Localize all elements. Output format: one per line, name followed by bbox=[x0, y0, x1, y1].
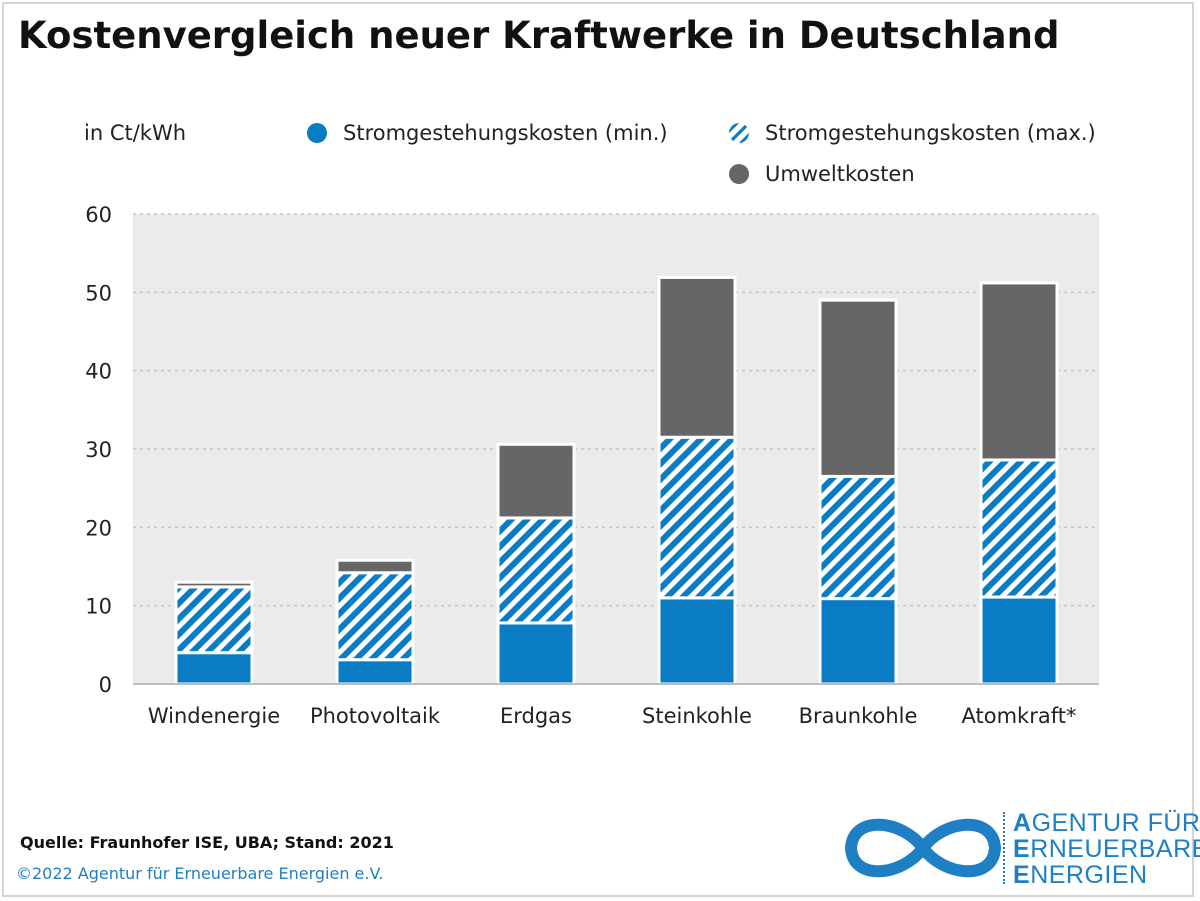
bar-6-min bbox=[979, 595, 1059, 686]
copyright-note: ©2022 Agentur für Erneuerbare Energien e… bbox=[16, 864, 384, 883]
y-tick-label-0: 0 bbox=[99, 673, 112, 697]
x-tick-label-1: Windenergie bbox=[148, 704, 280, 728]
logo-line-1: AGENTUR FÜR bbox=[1013, 809, 1200, 837]
legend-label-environment: Umweltkosten bbox=[765, 162, 915, 186]
bar-2-environment bbox=[335, 558, 415, 575]
legend-label-max: Stromgestehungskosten (max.) bbox=[765, 121, 1096, 145]
y-tick-label-30: 30 bbox=[85, 438, 112, 462]
x-tick-label-4: Steinkohle bbox=[642, 704, 752, 728]
bar-1-max bbox=[174, 585, 254, 655]
y-axis-unit-label: in Ct/kWh bbox=[84, 121, 187, 145]
logo-text: AGENTUR FÜR ERNEUERBARE ENERGIEN bbox=[1013, 810, 1200, 888]
bar-3-min bbox=[496, 621, 576, 686]
bar-4-environment bbox=[657, 275, 737, 439]
legend-item-max: Stromgestehungskosten (max.) bbox=[729, 121, 1096, 145]
x-tick-label-6: Atomkraft* bbox=[962, 704, 1077, 728]
bar-2-max bbox=[335, 571, 415, 662]
logo-line-2: ERNEUERBARE bbox=[1013, 835, 1200, 863]
source-note: Quelle: Fraunhofer ISE, UBA; Stand: 2021 bbox=[20, 833, 394, 852]
x-tick-label-2: Photovoltaik bbox=[310, 704, 441, 728]
logo-line-3: ENERGIEN bbox=[1013, 861, 1148, 889]
bar-5-environment bbox=[818, 298, 898, 478]
bar-2-min bbox=[335, 658, 415, 686]
y-tick-label-40: 40 bbox=[85, 360, 112, 384]
bar-4-min bbox=[657, 596, 737, 686]
y-tick-label-60: 60 bbox=[85, 203, 112, 227]
bar-1-min bbox=[174, 651, 254, 686]
bar-1-environment bbox=[174, 580, 254, 589]
bar-3-max bbox=[496, 516, 576, 625]
legend-marker-solid-blue bbox=[307, 123, 327, 143]
bar-5-max bbox=[818, 474, 898, 601]
x-tick-label-5: Braunkohle bbox=[799, 704, 918, 728]
logo-divider bbox=[1003, 812, 1005, 884]
chart-title: Kostenvergleich neuer Kraftwerke in Deut… bbox=[18, 14, 1060, 57]
y-tick-label-50: 50 bbox=[85, 281, 112, 305]
gridlines bbox=[133, 213, 1099, 607]
bar-4-max bbox=[657, 435, 737, 600]
bar-6-environment bbox=[979, 281, 1059, 462]
bars bbox=[174, 275, 1059, 686]
bar-6-max bbox=[979, 458, 1059, 599]
infinity-icon bbox=[845, 818, 1001, 878]
legend-marker-solid-gray bbox=[729, 164, 749, 184]
legend-item-environment: Umweltkosten bbox=[729, 162, 915, 186]
y-tick-label-10: 10 bbox=[85, 595, 112, 619]
aee-logo: AGENTUR FÜR ERNEUERBARE ENERGIEN bbox=[843, 808, 1200, 888]
y-tick-label-20: 20 bbox=[85, 516, 112, 540]
x-tick-label-3: Erdgas bbox=[500, 704, 572, 728]
legend-item-min: Stromgestehungskosten (min.) bbox=[307, 121, 668, 145]
bar-5-min bbox=[818, 597, 898, 686]
x-axis-category-labels: Windenergie Photovoltaik Erdgas Steinkohle B… bbox=[148, 704, 1077, 728]
legend-label-min: Stromgestehungskosten (min.) bbox=[343, 121, 668, 145]
bar-3-environment bbox=[496, 442, 576, 520]
y-axis-tick-labels: 0 10 20 30 40 50 60 bbox=[85, 203, 112, 697]
